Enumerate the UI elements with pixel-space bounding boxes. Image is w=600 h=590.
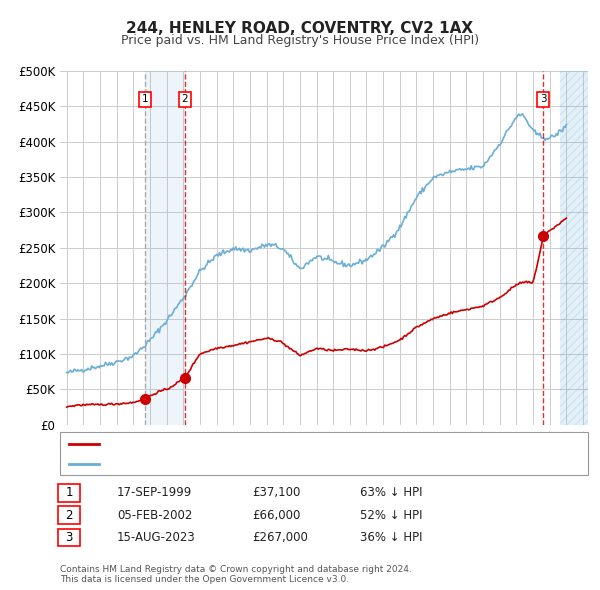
Text: 3: 3 [65,531,73,544]
Text: 3: 3 [540,94,547,104]
Text: 2: 2 [181,94,188,104]
Text: 1: 1 [142,94,148,104]
Text: 36% ↓ HPI: 36% ↓ HPI [360,531,422,544]
Text: 15-AUG-2023: 15-AUG-2023 [117,531,196,544]
Text: 52% ↓ HPI: 52% ↓ HPI [360,509,422,522]
Text: 244, HENLEY ROAD, COVENTRY, CV2 1AX (detached house): 244, HENLEY ROAD, COVENTRY, CV2 1AX (det… [105,440,430,449]
Text: 05-FEB-2002: 05-FEB-2002 [117,509,193,522]
Text: 1: 1 [65,486,73,499]
Text: 63% ↓ HPI: 63% ↓ HPI [360,486,422,499]
Bar [145,71,185,425]
Bar [560,71,588,425]
Text: 17-SEP-1999: 17-SEP-1999 [117,486,192,499]
Text: £37,100: £37,100 [252,486,301,499]
Text: £267,000: £267,000 [252,531,308,544]
Text: 2: 2 [65,509,73,522]
Text: Contains HM Land Registry data © Crown copyright and database right 2024.
This d: Contains HM Land Registry data © Crown c… [60,565,412,584]
Text: 244, HENLEY ROAD, COVENTRY, CV2 1AX: 244, HENLEY ROAD, COVENTRY, CV2 1AX [127,21,473,35]
Text: Price paid vs. HM Land Registry's House Price Index (HPI): Price paid vs. HM Land Registry's House … [121,34,479,47]
Text: HPI: Average price, detached house, Coventry: HPI: Average price, detached house, Cove… [105,460,357,469]
Text: £66,000: £66,000 [252,509,301,522]
